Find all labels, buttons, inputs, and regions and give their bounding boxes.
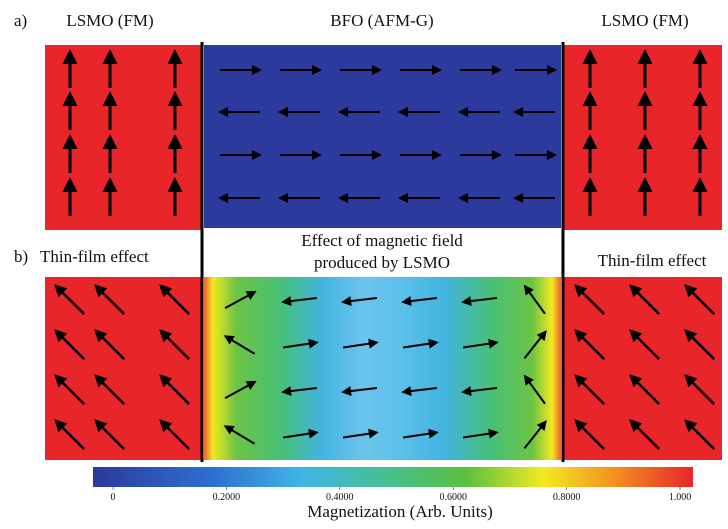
figure: a) LSMO (FM) BFO (AFM-G) LSMO (FM) b) Th… <box>0 0 728 524</box>
lsmo-block <box>564 45 722 230</box>
region-label: Thin-film effect <box>40 247 149 266</box>
colorbar-title: Magnetization (Arb. Units) <box>307 502 493 521</box>
panel-label: b) <box>14 247 28 266</box>
bfo-block <box>204 277 561 460</box>
region-label: LSMO (FM) <box>601 11 688 30</box>
region-label: produced by LSMO <box>314 253 450 272</box>
colorbar <box>93 467 693 487</box>
colorbar-tick-label: 0.8000 <box>553 492 581 503</box>
colorbar-tick-label: 0.2000 <box>213 492 241 503</box>
panel-label: a) <box>14 11 27 30</box>
colorbar-tick-label: 1.000 <box>669 492 692 503</box>
colorbar-tick-label: 0 <box>111 492 116 503</box>
region-label: Effect of magnetic field <box>301 231 463 250</box>
region-label: Thin-film effect <box>598 251 707 270</box>
bfo-block <box>204 45 561 228</box>
region-label: BFO (AFM-G) <box>330 11 433 30</box>
region-label: LSMO (FM) <box>66 11 153 30</box>
lsmo-block <box>45 45 201 230</box>
